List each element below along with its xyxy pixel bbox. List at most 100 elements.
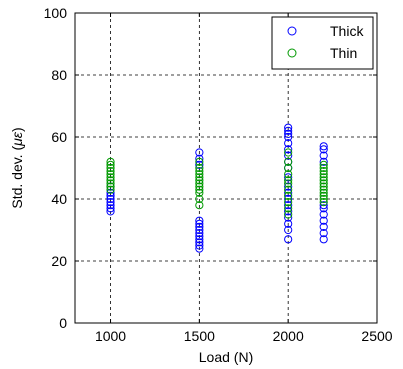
data-point-thin [319,185,328,194]
data-point-thick [284,139,293,148]
legend: Thick Thin [271,16,374,70]
data-point-thick [284,129,293,138]
data-point-thin [195,167,204,176]
data-point-thick [195,244,204,253]
x-axis-label: Load (N) [199,349,253,365]
data-point-thin [319,160,328,169]
data-point-thick [284,219,293,228]
y-tick-label: 80 [51,67,67,83]
data-point-thick [284,235,293,244]
data-point-thin [319,194,328,204]
data-point-thick [319,145,328,154]
data-point-thick [195,160,204,169]
data-point-thick [319,235,328,244]
data-point-thick [106,204,115,213]
data-point-thick [284,225,293,235]
data-point-thick [195,148,204,157]
data-point-thick [195,235,204,244]
data-point-thick [195,229,204,238]
data-point-thin [319,170,328,179]
data-point-thin [195,185,204,194]
data-point-thin [106,163,115,173]
x-tick-label: 2500 [361,328,392,344]
data-point-thin [319,173,328,182]
data-point-thin [195,170,204,179]
data-point-thin [284,179,293,188]
data-point-thick [319,229,328,238]
data-point-thick [106,201,115,210]
data-point-thin [319,198,328,207]
series-thick [106,123,328,253]
data-point-thick [284,151,293,160]
data-point-thin [284,204,293,213]
data-point-thin [284,210,293,219]
data-point-thin [106,173,115,182]
data-point-thick [195,154,204,163]
data-point-thin [106,179,115,188]
data-point-thin [284,157,293,166]
data-point-thick [319,201,328,210]
y-tick-label: 20 [51,253,67,269]
data-point-thick [284,123,293,132]
x-tick-label: 2000 [273,328,304,344]
data-point-thin [195,194,204,204]
legend-label-thin: Thin [330,45,357,61]
data-point-thin [319,188,328,197]
data-point-thin [106,182,115,191]
data-point-thin [284,148,293,157]
data-point-thin [195,201,204,210]
data-point-thick [284,132,293,142]
data-point-thick [106,194,115,204]
data-point-thin [106,160,115,169]
data-point-thick [195,219,204,228]
y-axis-label-suffix: ) [9,127,25,132]
y-axis-label-unit: με [9,131,25,147]
data-point-thick [195,216,204,225]
legend-box [271,16,374,70]
data-point-thick [284,188,293,197]
data-point-thick [319,216,328,225]
y-axis-label-prefix: Std. dev. ( [9,146,25,209]
x-tick-label: 1500 [184,328,215,344]
data-point-thick [284,173,293,182]
data-point-thick [106,198,115,207]
data-point-thin [195,188,204,197]
data-point-thin [106,157,115,166]
data-point-thick [195,241,204,250]
data-point-thin [319,179,328,188]
data-point-thin [284,176,293,185]
y-tick-label: 40 [51,191,67,207]
data-point-thin [195,173,204,182]
data-point-thin [319,167,328,176]
data-point-thick [195,238,204,247]
data-point-thick [284,145,293,154]
y-tick-label: 0 [59,315,67,331]
data-point-thin [195,182,204,191]
data-point-thick [319,151,328,160]
data-point-thin [106,185,115,194]
data-point-thick [284,201,293,210]
legend-marker-thick [287,26,297,36]
data-point-thick [319,210,328,219]
data-point-thick [195,225,204,235]
y-tick-label: 60 [51,129,67,145]
data-point-thin [284,185,293,194]
data-point-thick [284,182,293,191]
data-point-thick [195,232,204,241]
data-point-thin [106,176,115,185]
data-point-thin [319,176,328,185]
data-point-thin [319,182,328,191]
data-point-thin [319,191,328,200]
data-point-thick [319,222,328,231]
data-point-thick [319,157,328,166]
data-point-thick [284,126,293,135]
y-axis-label: Std. dev. (με) [9,127,25,208]
data-point-thick [106,191,115,200]
data-point-thin [106,170,115,179]
data-point-thin [284,163,293,173]
data-point-thin [284,191,293,200]
data-point-thin [195,163,204,173]
data-points [106,123,328,253]
legend-label-thick: Thick [330,23,364,39]
